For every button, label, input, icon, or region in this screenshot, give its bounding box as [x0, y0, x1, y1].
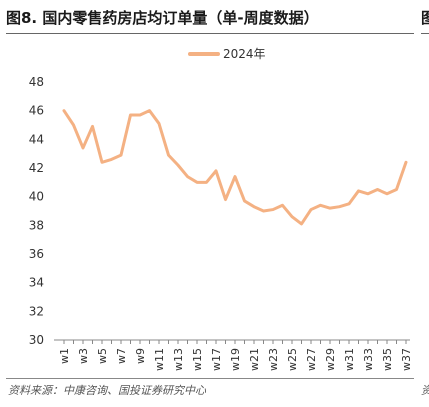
x-tick-label: w25 [286, 348, 299, 371]
x-tick-label: w13 [172, 348, 185, 371]
data-point [271, 208, 275, 211]
data-point [376, 188, 379, 191]
data-point [138, 113, 142, 117]
data-point [91, 125, 94, 128]
y-tick-label: 32 [29, 304, 44, 318]
x-tick-label: w33 [362, 348, 375, 371]
title-divider [6, 33, 414, 34]
x-tick-label: w1 [58, 348, 71, 364]
data-point [167, 153, 170, 157]
data-point [110, 158, 113, 161]
x-tick-label: w27 [305, 348, 318, 371]
data-point [214, 169, 218, 173]
data-point [309, 208, 313, 211]
y-tick-label: 30 [29, 333, 44, 347]
data-point [347, 202, 351, 206]
data-point [205, 181, 208, 184]
data-point [100, 161, 104, 164]
data-point [119, 153, 123, 157]
y-tick-label: 36 [29, 247, 44, 261]
y-axis: 30 32 34 36 38 40 42 44 46 48 [29, 75, 44, 347]
data-point [328, 206, 332, 210]
source-divider [6, 378, 414, 379]
y-tick-label: 34 [29, 276, 44, 290]
x-tick-label: w3 [77, 348, 90, 364]
data-point [385, 192, 389, 195]
data-point [300, 222, 303, 226]
source-note: 资料来源：中康咨询、国投证券研究中心 [8, 384, 206, 397]
data-point [176, 163, 180, 167]
x-tick-label: w29 [324, 348, 337, 371]
data-point [366, 192, 370, 195]
x-tick-label: w11 [153, 348, 166, 371]
data-point [281, 204, 284, 207]
data-point [395, 188, 398, 191]
data-point [72, 123, 75, 127]
data-point [319, 204, 322, 207]
data-point [186, 175, 189, 178]
data-point [262, 209, 265, 213]
y-tick-label: 44 [29, 132, 44, 146]
data-point [357, 189, 360, 193]
data-point [290, 215, 294, 218]
adjacent-figure-title-fragment: 图 [421, 9, 429, 27]
data-point [233, 175, 237, 178]
adjacent-figure-divider [421, 33, 429, 34]
x-tick-label: w15 [191, 348, 204, 371]
x-tick-label: w37 [400, 348, 413, 371]
data-point [338, 205, 341, 208]
x-tick-label: w31 [343, 348, 356, 371]
data-point [148, 109, 151, 112]
data-point [129, 113, 132, 117]
y-tick-label: 40 [29, 190, 44, 204]
legend: 2024年 [188, 47, 266, 61]
x-tick-label: w7 [115, 348, 128, 364]
data-point [243, 199, 246, 203]
data-point [224, 198, 227, 201]
y-tick-label: 38 [29, 218, 44, 232]
data-point [404, 161, 408, 164]
data-point [81, 146, 85, 150]
legend-label-2024: 2024年 [223, 47, 266, 61]
x-tick-label: w35 [381, 348, 394, 371]
y-tick-label: 46 [29, 104, 44, 118]
x-tick-label: w21 [248, 348, 261, 371]
x-axis: w1 w3 w5 w7 w9 w11 w13 w15 w17 w19 w21 w23 w25 w27 w29… [54, 339, 413, 371]
data-point [252, 205, 256, 208]
data-point [62, 109, 66, 112]
adjacent-figure-source-fragment: 资 [421, 382, 429, 398]
data-point [157, 122, 161, 125]
y-tick-label: 48 [29, 75, 44, 89]
x-tick-label: w23 [267, 348, 280, 371]
x-tick-label: w9 [134, 348, 147, 364]
x-tick-label: w5 [96, 348, 109, 364]
y-tick-label: 42 [29, 161, 44, 175]
x-tick-label: w19 [229, 348, 242, 371]
x-tick-label: w17 [210, 348, 223, 371]
data-point [195, 181, 199, 184]
chart-title: 图8. 国内零售药房店均订单量（单-周度数据） [6, 9, 319, 27]
series-layer [62, 109, 408, 226]
series-line-0 [62, 109, 408, 226]
